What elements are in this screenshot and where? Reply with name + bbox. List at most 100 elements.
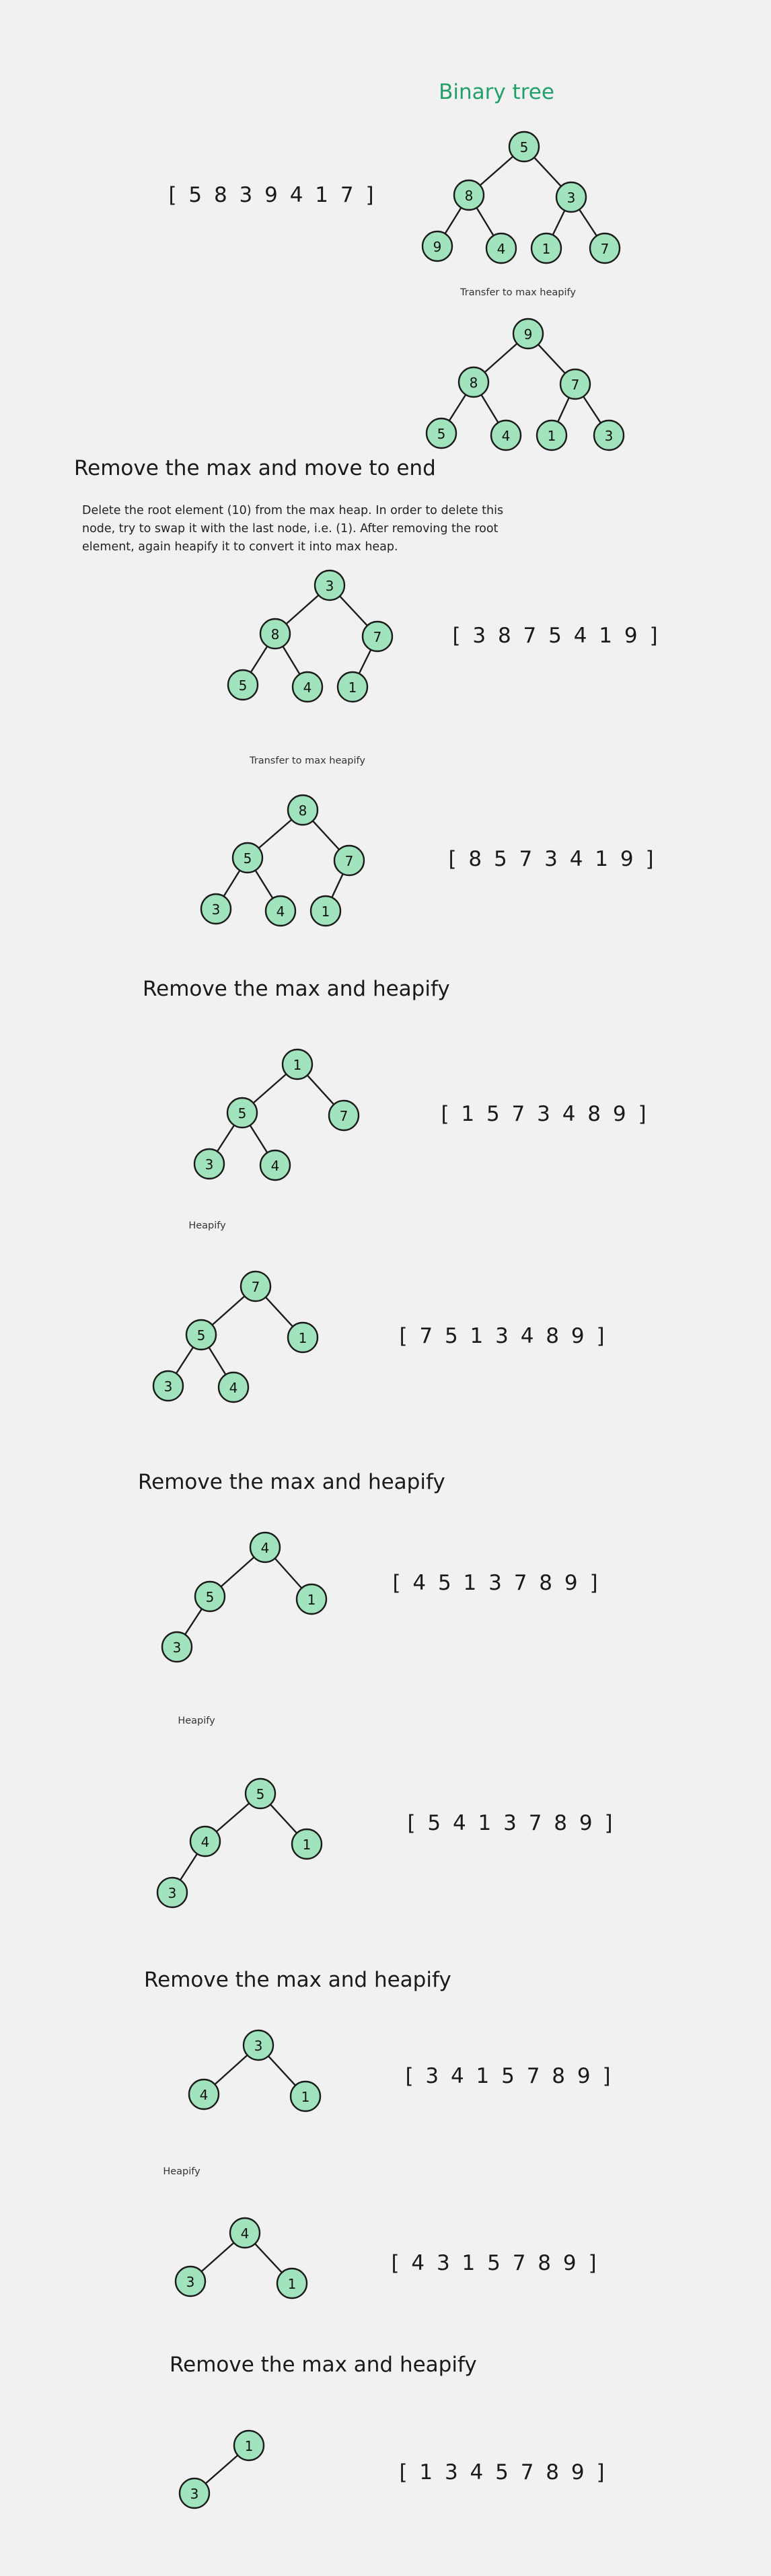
paragraph-line-2: node, try to swap it with the last node,… <box>82 522 499 536</box>
paragraph-line-1: Delete the root element (10) from the ma… <box>82 504 503 517</box>
heading-remove-max-1: Remove the max and move to end <box>74 456 436 480</box>
node-circle <box>249 1531 281 1563</box>
tree-node: 3 <box>193 1148 225 1180</box>
node-label: 3 <box>567 190 576 206</box>
node-label: 1 <box>299 1330 307 1346</box>
node-circle <box>512 318 544 350</box>
node-label: 3 <box>186 2274 195 2290</box>
array-initial: [ 5 8 3 9 4 1 7 ] <box>168 183 376 207</box>
node-label: 5 <box>197 1327 206 1344</box>
node-label: 4 <box>229 1380 238 1396</box>
node-label: 5 <box>437 426 446 442</box>
node-circle <box>490 419 522 451</box>
tree-node: 8 <box>259 618 291 650</box>
tree-edge <box>358 649 372 674</box>
node-label: 3 <box>205 1156 214 1173</box>
node-label: 8 <box>271 626 280 642</box>
tree-node: 5 <box>425 417 457 449</box>
tree-node: 4 <box>229 2217 261 2249</box>
tree-edge <box>258 819 293 849</box>
tree-4: 8 5 7 3 4 1 <box>200 794 365 927</box>
tree-edge <box>223 870 241 897</box>
heading-remove-max-2: Remove the max and heapify <box>143 977 450 1001</box>
array-3: [ 8 5 7 3 4 1 9 ] <box>448 847 656 871</box>
tree-edge <box>249 1124 268 1154</box>
tree-edge <box>252 1073 287 1104</box>
heading-remove-max-4: Remove the max and heapify <box>144 1968 451 1992</box>
node-label: 4 <box>271 1158 280 1174</box>
node-circle <box>276 2267 308 2299</box>
node-label: 5 <box>239 677 248 694</box>
node-circle <box>559 368 591 400</box>
label-heapify-1: Heapify <box>188 1220 226 1231</box>
node-label: 3 <box>164 1378 173 1395</box>
node-label: 1 <box>301 2089 310 2105</box>
array-6: [ 4 5 1 3 7 8 9 ] <box>392 1571 600 1595</box>
tree-3: 3 8 7 5 4 1 <box>227 569 394 703</box>
node-label: 4 <box>303 679 312 696</box>
tree-node: 4 <box>291 671 324 703</box>
tree-node: 1 <box>233 2429 265 2462</box>
tree-node: 5 <box>194 1580 226 1613</box>
node-circle <box>336 671 369 703</box>
tree-edge <box>476 207 494 236</box>
tree-node: 5 <box>227 669 259 701</box>
tree-edge <box>484 342 518 373</box>
node-circle <box>178 2477 211 2509</box>
tree-edge <box>265 1296 293 1327</box>
tree-node: 3 <box>161 1631 193 1663</box>
tree-edge <box>205 2454 239 2485</box>
node-circle <box>361 620 394 653</box>
tree-edge <box>220 1556 255 1588</box>
node-circle <box>193 1148 225 1180</box>
node-label: 1 <box>293 1057 302 1073</box>
node-circle <box>291 671 324 703</box>
node-circle <box>281 1048 314 1080</box>
node-label: 4 <box>201 1834 210 1850</box>
node-circle <box>536 419 568 451</box>
label-transfer-1: Transfer to max heapify <box>460 287 576 298</box>
node-circle <box>309 895 342 927</box>
node-circle <box>485 232 517 264</box>
node-circle <box>508 131 540 163</box>
node-label: 1 <box>303 1837 311 1853</box>
tree-node: 4 <box>189 1825 221 1857</box>
array-8: [ 3 4 1 5 7 8 9 ] <box>405 2064 613 2088</box>
node-circle <box>259 1149 291 1181</box>
node-circle <box>231 842 264 874</box>
node-circle <box>227 669 259 701</box>
node-label: 4 <box>277 904 285 920</box>
node-circle <box>174 2265 207 2297</box>
node-circle <box>593 419 625 451</box>
array-5: [ 7 5 1 3 4 8 9 ] <box>399 1324 607 1348</box>
node-circle <box>156 1876 188 1909</box>
tree-edge <box>285 594 320 625</box>
node-circle <box>291 1828 323 1860</box>
tree-node: 3 <box>200 893 232 925</box>
array-7: [ 5 4 1 3 7 8 9 ] <box>407 1811 615 1835</box>
node-circle <box>287 1321 319 1354</box>
node-label: 9 <box>433 239 442 255</box>
tree-node: 8 <box>457 366 490 398</box>
tree-node: 5 <box>231 842 264 874</box>
tree-11: 13 <box>178 2429 265 2509</box>
tree-edge <box>479 155 514 186</box>
node-label: 1 <box>322 904 330 920</box>
tree-node: 7 <box>240 1270 272 1302</box>
tree-edge <box>444 207 462 234</box>
tree-node: 4 <box>217 1371 250 1403</box>
tree-edge <box>184 1608 203 1635</box>
tree-node: 7 <box>333 844 365 877</box>
node-label: 5 <box>206 1589 215 1605</box>
node-circle <box>194 1580 226 1613</box>
node-label: 1 <box>348 679 357 696</box>
node-label: 3 <box>605 428 614 444</box>
tree-node: 5 <box>508 131 540 163</box>
array-9: [ 4 3 1 5 7 8 9 ] <box>391 2251 599 2275</box>
tree-node: 1 <box>281 1048 314 1080</box>
tree-node: 7 <box>328 1099 360 1132</box>
array-4: [ 1 5 7 3 4 8 9 ] <box>441 1102 649 1126</box>
node-circle <box>233 2429 265 2462</box>
tree-edge <box>583 396 601 424</box>
tree-node: 7 <box>559 368 591 400</box>
